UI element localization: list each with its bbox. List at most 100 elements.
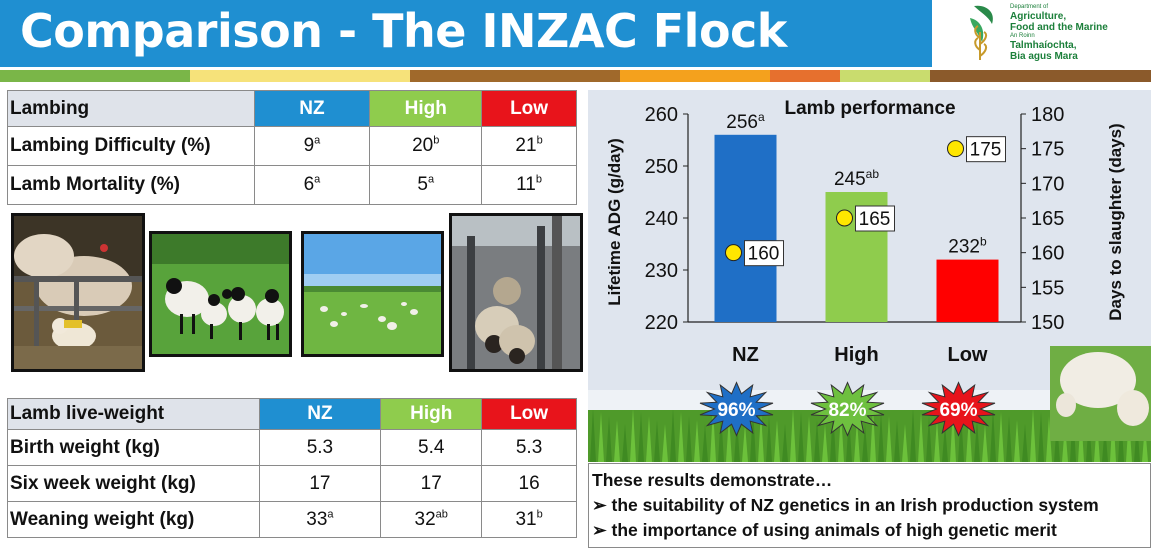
weight-header-nz: NZ xyxy=(258,398,382,430)
grass-blade xyxy=(838,412,844,462)
y2-tick-label: 150 xyxy=(1031,312,1064,334)
y-tick-label: 260 xyxy=(645,104,678,126)
lambing-header-high: High xyxy=(369,90,483,127)
row-label: Weaning weight (kg) xyxy=(7,501,260,538)
table-cell: 9a xyxy=(253,126,371,166)
row-label: Six week weight (kg) xyxy=(7,465,260,502)
grass-blade xyxy=(846,416,852,462)
photo-ewe-with-lamb xyxy=(11,213,145,372)
lamb-weight-table: Lamb live-weight NZ High Low Birth weigh… xyxy=(7,398,577,538)
row-label: Lamb Mortality (%) xyxy=(7,165,255,205)
logo-wordmark: Department of Agriculture, Food and the … xyxy=(1010,4,1108,62)
lambing-header-nz: NZ xyxy=(253,90,371,127)
days-point xyxy=(947,140,964,158)
bar-value-label: 232b xyxy=(948,235,987,258)
y2-tick-label: 155 xyxy=(1031,277,1064,299)
grass-blade xyxy=(734,420,740,462)
grass-blade xyxy=(902,424,908,462)
table-cell: 21b xyxy=(481,126,577,166)
bar-low xyxy=(936,259,999,322)
weight-header-label: Lamb live-weight xyxy=(7,398,260,430)
weight-header-low: Low xyxy=(481,398,577,430)
grass-blade xyxy=(590,408,596,462)
grass-blade xyxy=(1014,420,1020,462)
grass-blade xyxy=(854,420,860,462)
grass-blade xyxy=(790,408,796,462)
title-bar: Comparison - The INZAC Flock xyxy=(0,0,932,67)
grass-blade xyxy=(678,412,684,462)
color-stripe xyxy=(0,70,1151,82)
table-row: Lamb Mortality (%) 6a 5a 11b xyxy=(7,165,577,205)
grass-blade xyxy=(990,408,996,462)
percent-badge-label: 82% xyxy=(828,400,866,421)
y2-tick-label: 160 xyxy=(1031,243,1064,265)
grass-blade xyxy=(798,412,804,462)
y-tick-label: 230 xyxy=(645,260,678,282)
grass-blade xyxy=(894,420,900,462)
grass-blade xyxy=(918,412,924,462)
grass-blade xyxy=(614,420,620,462)
grass-blade xyxy=(646,416,652,462)
grass-blade xyxy=(1022,424,1028,462)
department-logo: Department of Agriculture, Food and the … xyxy=(960,0,1151,68)
grass-blade xyxy=(702,424,708,462)
y2-tick-label: 165 xyxy=(1031,208,1064,230)
days-label: 175 xyxy=(970,140,1002,161)
y-axis-label: Lifetime ADG (g/day) xyxy=(605,138,624,306)
bar-value-label: 256a xyxy=(726,110,765,133)
table-cell: 17 xyxy=(380,465,483,502)
conclusion-bullet: ➢ the suitability of NZ genetics in an I… xyxy=(592,495,1099,515)
lambing-table: Lambing NZ High Low Lambing Difficulty (… xyxy=(7,90,577,205)
table-cell: 6a xyxy=(253,165,371,205)
table-cell: 5a xyxy=(369,165,483,205)
grass-blade xyxy=(670,408,676,462)
department-logo-icon xyxy=(970,5,993,60)
lambing-header-low: Low xyxy=(481,90,577,127)
table-cell: 31b xyxy=(481,501,577,538)
conclusion-intro: These results demonstrate… xyxy=(592,470,833,490)
y2-tick-label: 175 xyxy=(1031,139,1064,161)
grass-blade xyxy=(654,420,660,462)
grass-blade xyxy=(966,416,972,462)
category-label: High xyxy=(834,344,878,366)
grass-blade xyxy=(862,424,868,462)
grass-blade xyxy=(958,412,964,462)
grass-blade xyxy=(878,412,884,462)
grass-blade xyxy=(742,424,748,462)
table-cell: 17 xyxy=(258,465,382,502)
sheep-body xyxy=(1060,352,1136,408)
photo-sheep-race xyxy=(449,213,583,372)
grass-blade xyxy=(926,416,932,462)
days-point xyxy=(836,209,853,227)
y-tick-label: 240 xyxy=(645,208,678,230)
photo-pasture xyxy=(301,231,444,357)
days-label: 165 xyxy=(859,209,891,230)
table-row: Six week weight (kg) 17 17 16 xyxy=(7,465,577,502)
table-cell: 5.3 xyxy=(481,429,577,466)
grass-blade xyxy=(606,416,612,462)
weight-header-high: High xyxy=(380,398,483,430)
lambing-header-label: Lambing xyxy=(7,90,255,127)
percent-badge xyxy=(810,381,885,437)
grass-blade xyxy=(638,412,644,462)
grass-blade xyxy=(694,420,700,462)
days-label-box xyxy=(855,205,895,232)
bar-value-label: 245ab xyxy=(834,167,879,190)
grass-blade xyxy=(886,416,892,462)
grass-blade xyxy=(1062,424,1068,462)
grass-blade xyxy=(974,420,980,462)
table-row: Weaning weight (kg) 33a 32ab 31b xyxy=(7,501,577,538)
y2-tick-label: 170 xyxy=(1031,173,1064,195)
y2-axis-label: Days to slaughter (days) xyxy=(1106,123,1125,320)
grass-blade xyxy=(766,416,772,462)
percent-badge xyxy=(921,381,996,437)
percent-badge-label: 96% xyxy=(717,400,755,421)
y-tick-label: 220 xyxy=(645,312,678,334)
grass-blade xyxy=(830,408,836,462)
grass-blade xyxy=(1046,416,1052,462)
grass-blade xyxy=(686,416,692,462)
grass-blade xyxy=(782,424,788,462)
days-label-box xyxy=(966,136,1006,163)
grass-blade xyxy=(774,420,780,462)
table-cell: 5.4 xyxy=(380,429,483,466)
